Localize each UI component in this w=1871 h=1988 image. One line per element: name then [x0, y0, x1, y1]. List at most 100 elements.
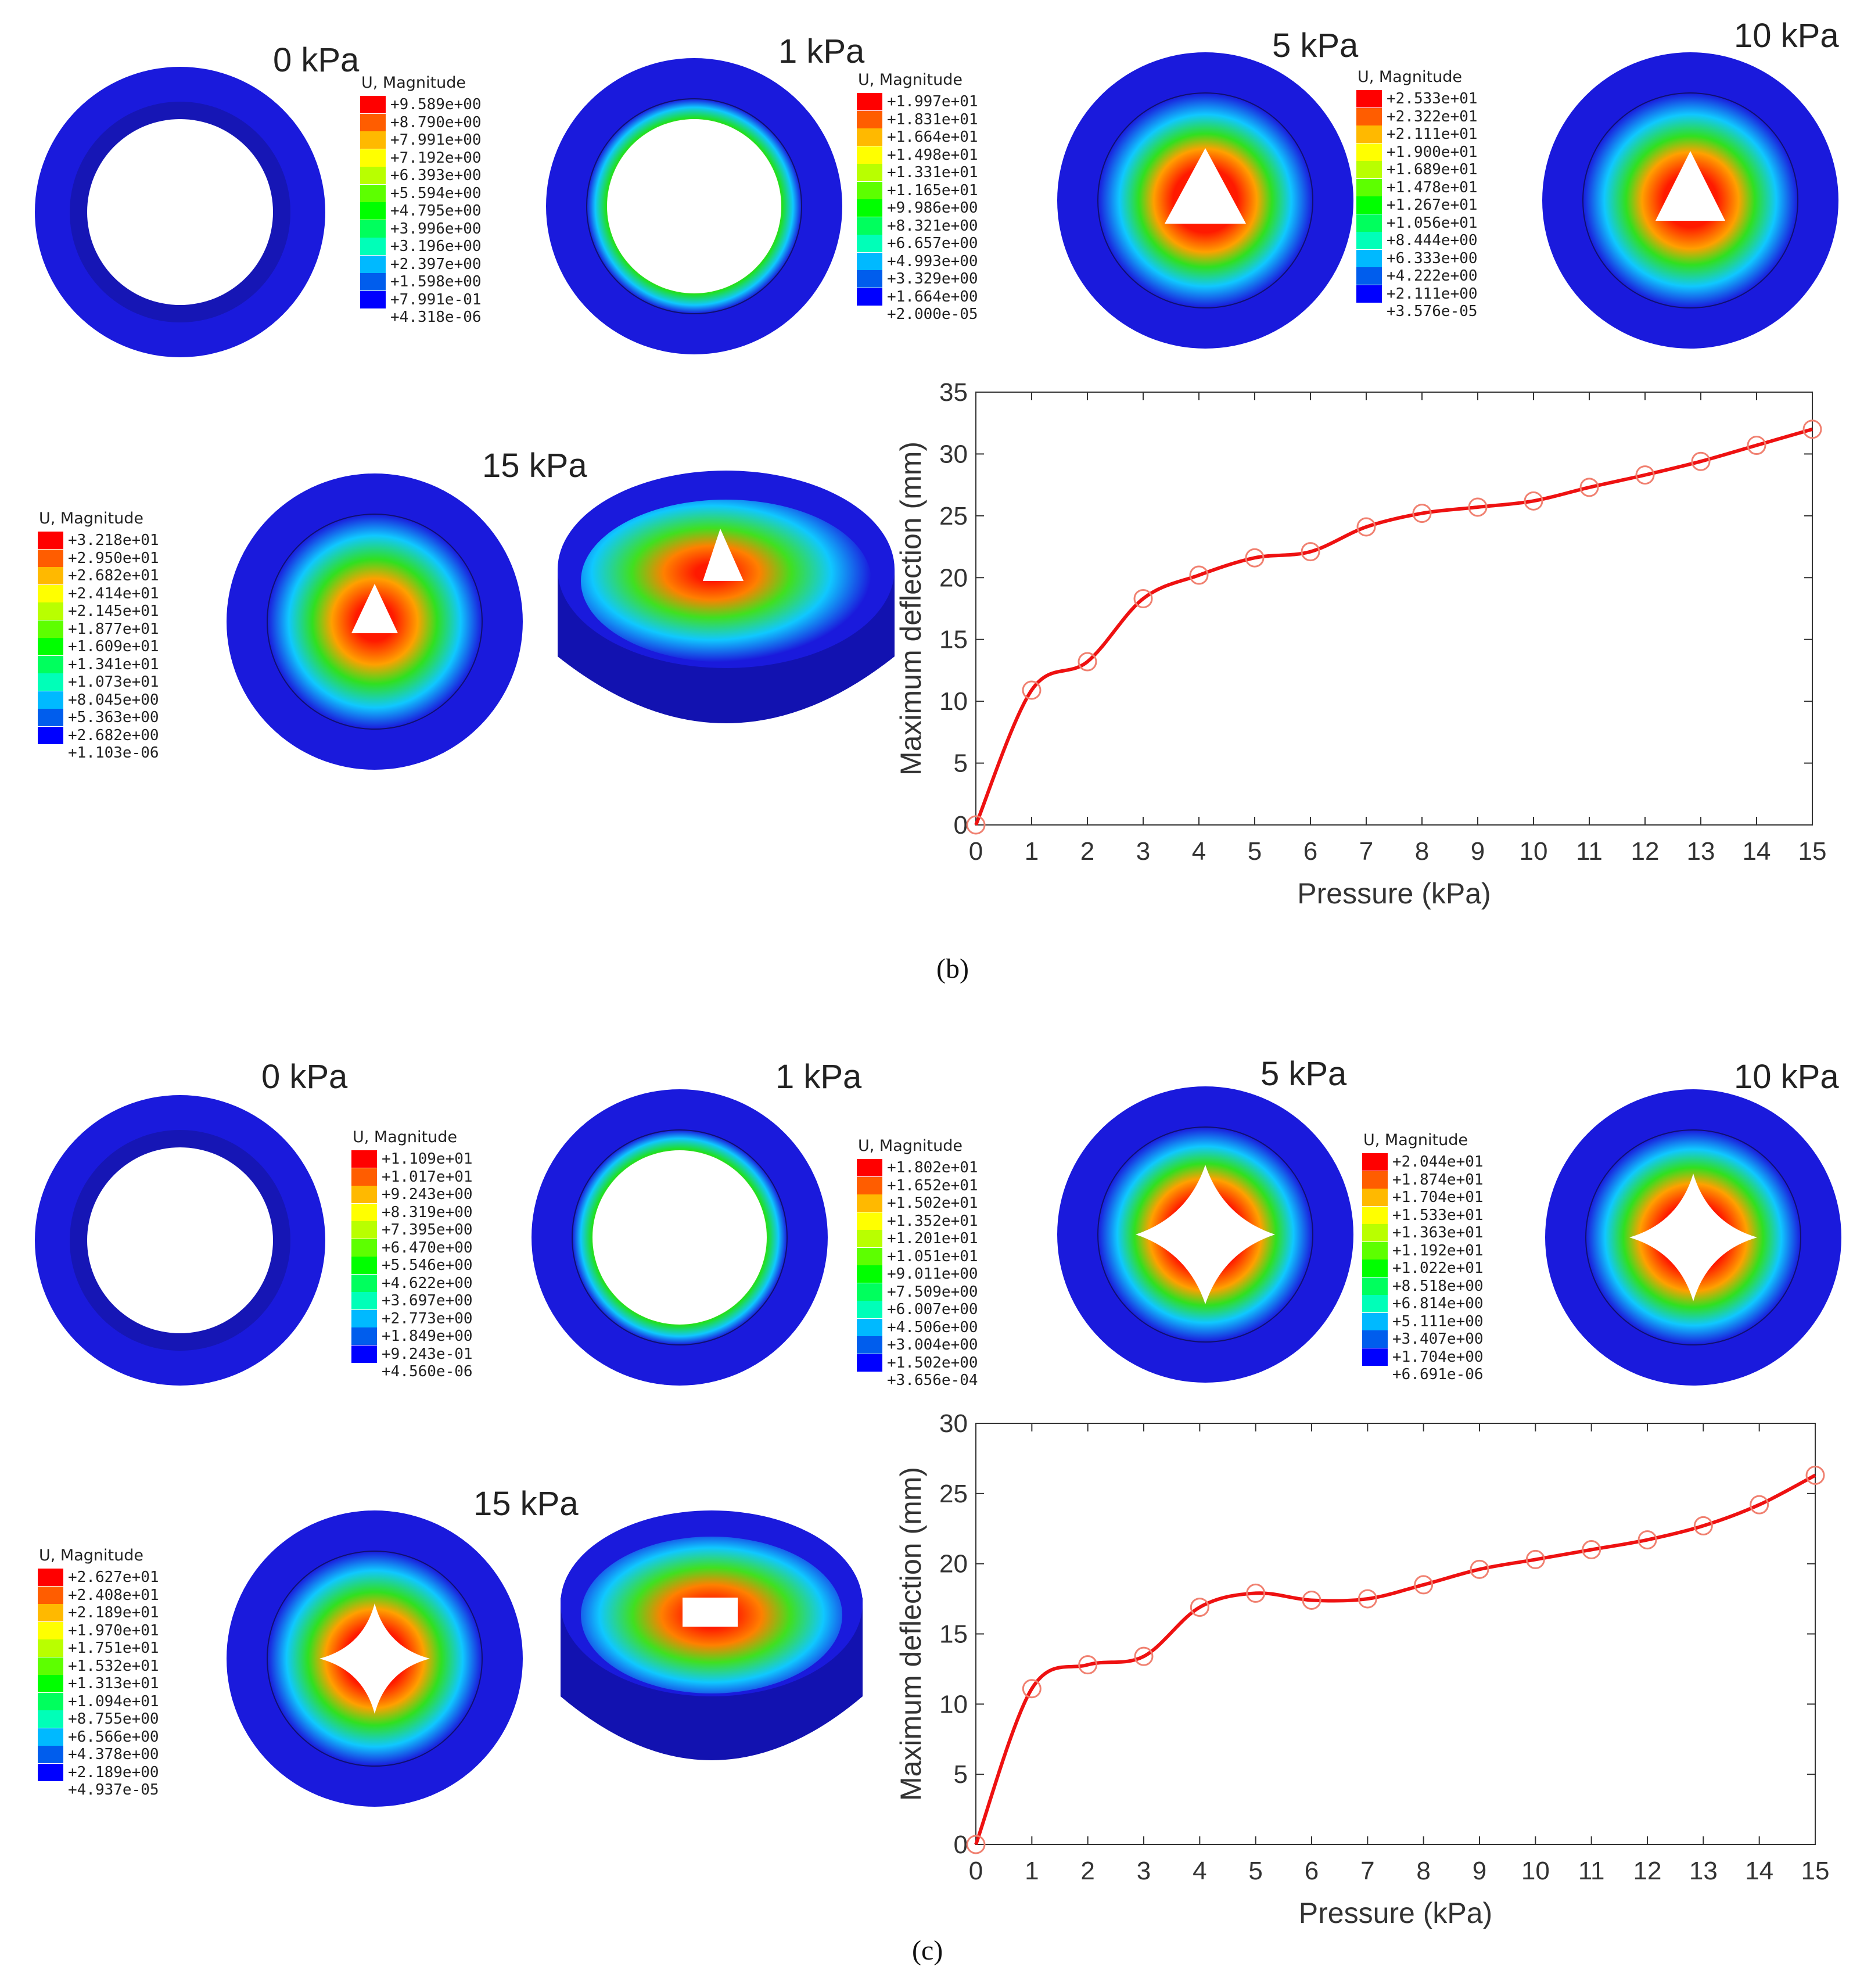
legend-value: +2.145e+01 [68, 602, 159, 620]
caption-c: (c) [912, 1935, 943, 1966]
legend-value: +1.201e+01 [887, 1230, 978, 1247]
x-tick-label: 4 [1192, 837, 1206, 866]
legend-row: +1.652e+01 [857, 1176, 978, 1194]
legend-value: +4.560e-06 [382, 1363, 473, 1380]
legend-value: +5.111e+00 [1392, 1312, 1484, 1330]
legend-value: +1.802e+01 [887, 1159, 978, 1176]
legend-row: +1.664e+01 [857, 128, 978, 146]
legend-swatch [1362, 1348, 1388, 1366]
legend-value: +3.196e+00 [390, 238, 482, 255]
title-10kpa-b: 10 kPa [1734, 17, 1839, 55]
chart-deflection-b: 0 1 2 3 4 5 6 7 8 9 10 11 12 13 14 1505101520253035Pres… [895, 378, 1826, 910]
legend-swatch [1356, 285, 1382, 303]
legend-value: +1.363e+01 [1392, 1224, 1484, 1241]
title-15kpa-b: 15 kPa [482, 447, 587, 485]
legend-swatch [351, 1292, 377, 1309]
data-point-marker [1134, 1646, 1154, 1666]
legend-row: +2.145e+01 [38, 602, 159, 620]
legend-swatch [38, 1569, 63, 1586]
legend-swatch [1362, 1312, 1388, 1330]
data-point-marker [1805, 1465, 1825, 1485]
chart-deflection-c: 0 1 2 3 4 5 6 7 8 9 10 11 12 13 14 15051015202530Pressu… [895, 1409, 1829, 1929]
legend-swatch [38, 1692, 63, 1710]
legend-value: +2.682e+01 [68, 567, 159, 584]
data-point-marker [1133, 588, 1153, 608]
legend-swatch [360, 255, 386, 273]
legend-value: +1.331e+01 [887, 164, 978, 181]
y-tick-label: 0 [954, 811, 968, 839]
legend-value: +4.378e+00 [68, 1746, 159, 1763]
y-tick-label: 35 [939, 378, 968, 407]
legend-value: +1.165e+01 [887, 181, 978, 199]
data-point-marker [1302, 1591, 1321, 1610]
legend-value: +1.704e+00 [1392, 1348, 1484, 1366]
legend-title: U, Magnitude [39, 1546, 143, 1564]
legend-swatch [38, 584, 63, 602]
legend-value: +1.073e+01 [68, 673, 159, 691]
x-tick-label: 1 [1025, 1857, 1039, 1885]
data-point-marker [1022, 680, 1042, 700]
legend-row: +7.509e+00 [857, 1283, 978, 1301]
data-point-marker [1524, 491, 1543, 511]
legend-value: +7.395e+00 [382, 1221, 473, 1239]
y-tick-label: 25 [939, 502, 968, 530]
y-tick-label: 15 [939, 626, 968, 654]
legend-swatch [360, 273, 386, 290]
x-tick-label: 11 [1576, 837, 1603, 866]
legend-swatch [351, 1327, 377, 1345]
data-point-marker [1190, 1598, 1209, 1617]
legend-swatch [857, 181, 882, 199]
legend-row: +1.970e+01 [38, 1621, 159, 1639]
legend-row: +3.196e+00 [360, 238, 482, 255]
legend-value: +8.790e+00 [390, 113, 482, 131]
legend-row: +4.318e-06 [360, 308, 482, 326]
legend-swatch [360, 184, 386, 202]
data-point-marker [1412, 504, 1432, 523]
legend-value: +3.656e-04 [887, 1372, 978, 1389]
legend-row: +2.044e+01 [1362, 1153, 1484, 1171]
legend-row: +1.874e+01 [1362, 1171, 1484, 1189]
legend-value: +8.518e+00 [1392, 1277, 1484, 1295]
legend-swatch [857, 128, 882, 146]
legend-value: +1.056e+01 [1387, 214, 1478, 232]
legend-swatch [38, 1604, 63, 1621]
ring-15kpa-iso-c [561, 1510, 863, 1760]
legend-swatch [857, 288, 882, 306]
legend-row: +1.533e+01 [1362, 1206, 1484, 1224]
data-point-marker [1468, 497, 1488, 517]
legend-swatch [1356, 90, 1382, 107]
legend-value: +1.341e+01 [68, 655, 159, 673]
y-axis-label: Maximum deflection (mm) [895, 442, 927, 776]
legend-value: +1.652e+01 [887, 1176, 978, 1194]
legend-value: +2.111e+00 [1387, 285, 1478, 303]
legend-row: +8.045e+00 [38, 691, 159, 709]
legend-swatch [1356, 267, 1382, 285]
legend-swatch [360, 290, 386, 308]
x-tick-label: 3 [1137, 1857, 1151, 1885]
legend-swatch [857, 1212, 882, 1230]
legend-value: +6.393e+00 [390, 167, 482, 184]
y-tick-label: 30 [939, 1409, 968, 1438]
y-tick-label: 20 [939, 564, 968, 592]
legend-swatch [857, 199, 882, 217]
title-15kpa-c: 15 kPa [473, 1485, 579, 1523]
legend-swatch [38, 709, 63, 726]
title-0kpa-c: 0 kPa [261, 1058, 348, 1096]
legend-row: +2.111e+00 [1356, 285, 1478, 303]
legend-swatch [38, 638, 63, 655]
legend-swatch [360, 113, 386, 131]
data-point-marker [1582, 1540, 1601, 1559]
legend-row: +2.322e+01 [1356, 107, 1478, 125]
legend-row: +1.704e+00 [1362, 1348, 1484, 1366]
legend-row: +5.363e+00 [38, 709, 159, 726]
legend-value: +3.004e+00 [887, 1336, 978, 1354]
legend-swatch [857, 164, 882, 181]
legend-swatch [351, 1168, 377, 1186]
x-tick-label: 5 [1248, 1857, 1262, 1885]
legend-row: +1.267e+01 [1356, 196, 1478, 214]
legend-value: +4.937e-05 [68, 1781, 159, 1799]
legend-swatch [857, 1372, 882, 1389]
legend-swatch [38, 549, 63, 567]
legend-value: +2.773e+00 [382, 1309, 473, 1327]
legend-swatch [351, 1239, 377, 1257]
